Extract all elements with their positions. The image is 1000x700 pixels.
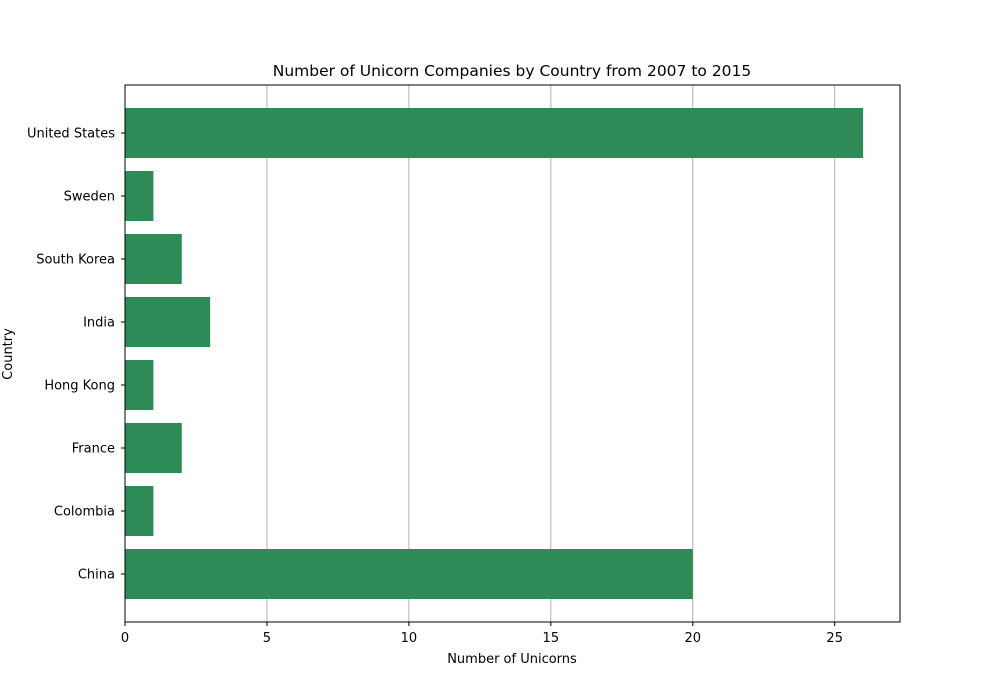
grid-layer [124,85,836,622]
y-tick-label: South Korea [36,253,115,268]
x-tick-label: 0 [121,631,129,646]
x-axis-ticks: 0 5 10 15 20 25 [121,622,843,646]
x-axis-label: Number of Unicorns [447,652,577,667]
bar [125,171,154,221]
bars-layer [125,108,864,599]
bar [125,549,693,599]
x-tick-label: 20 [684,631,701,646]
x-tick-label: 5 [263,631,271,646]
y-tick-label: United States [27,127,115,142]
y-tick-label: Hong Kong [44,379,115,394]
bar [125,108,864,158]
y-tick-label: India [83,316,115,331]
chart-title: Number of Unicorn Companies by Country f… [273,62,752,80]
bar [125,423,182,473]
x-tick-label: 10 [401,631,418,646]
y-tick-label: Colombia [54,505,115,520]
y-tick-label: China [78,568,115,583]
plot-frame [124,84,901,623]
bar [125,297,211,347]
x-tick-label: 25 [826,631,843,646]
y-tick-label: France [72,442,115,457]
y-axis-ticks: China Colombia France Hong Kong India South K… [27,127,125,583]
x-tick-label: 15 [543,631,560,646]
bar [125,360,154,410]
y-axis-label: Country [1,328,16,380]
bar [125,486,154,536]
bar [125,234,182,284]
y-tick-label: Sweden [64,190,115,205]
